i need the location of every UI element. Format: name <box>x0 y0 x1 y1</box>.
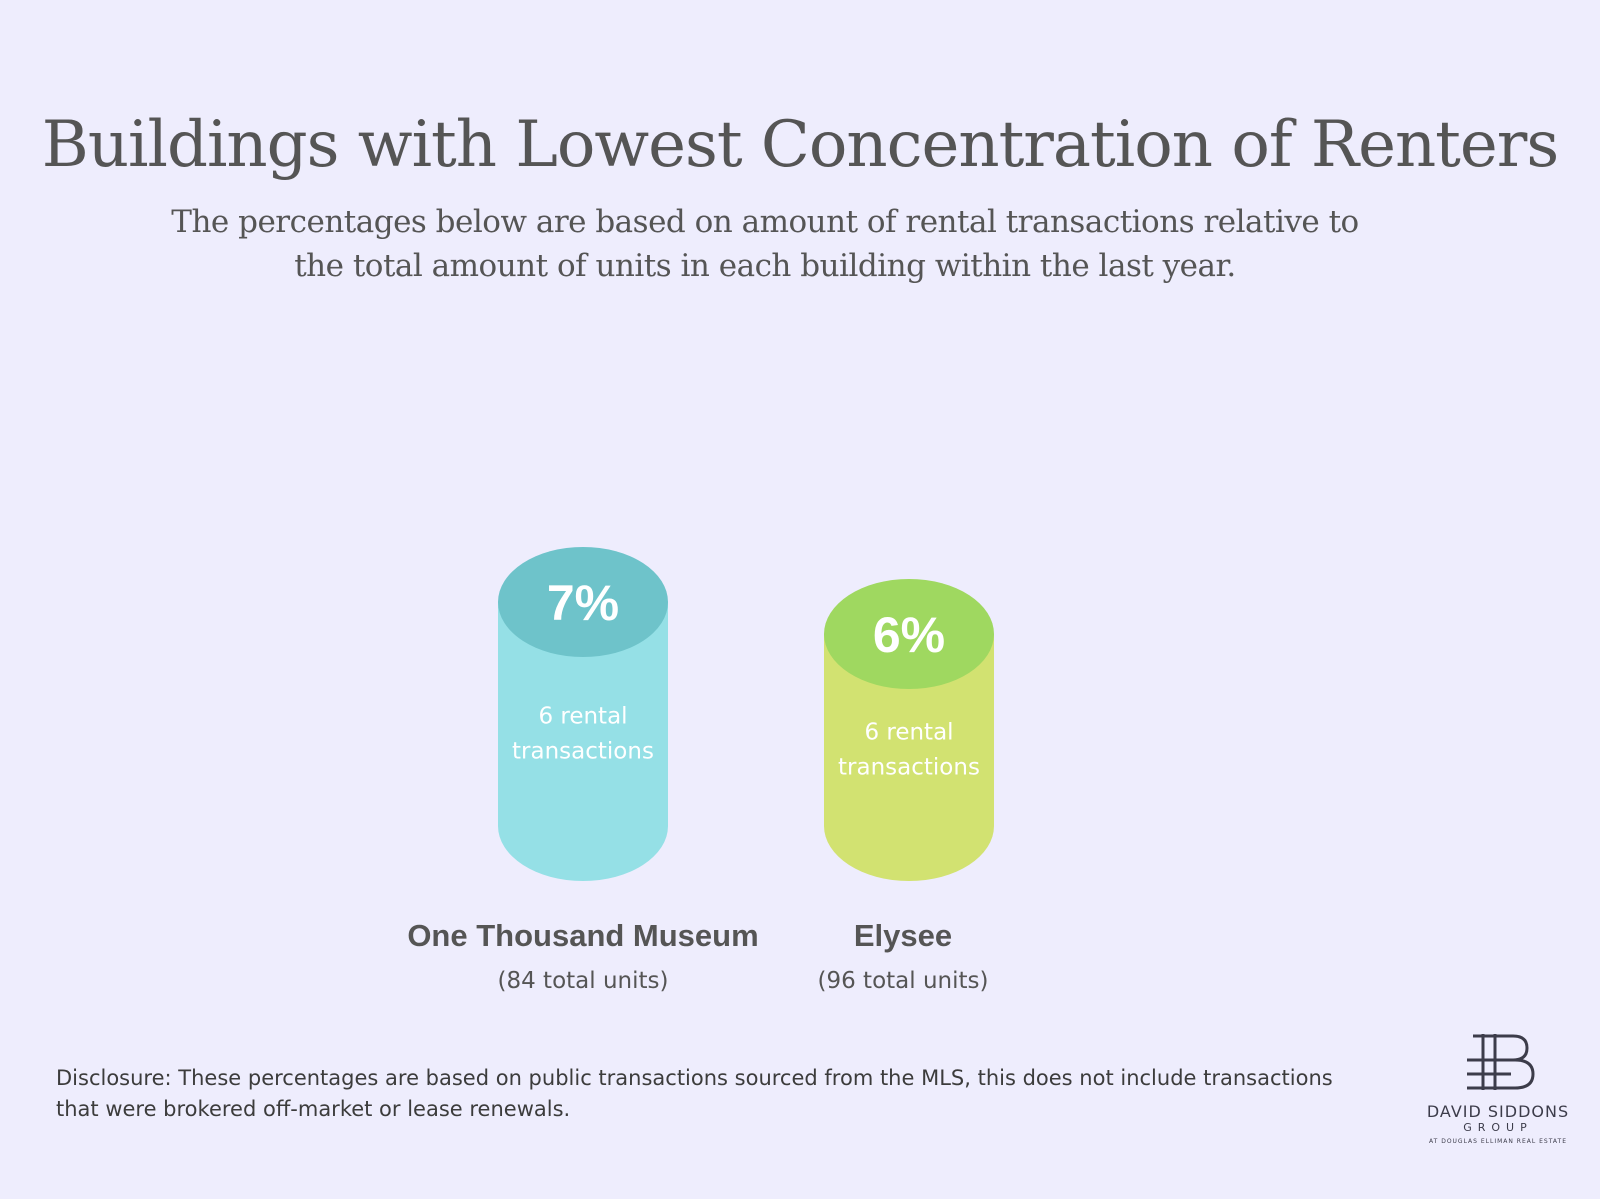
cylinder-body-0 <box>498 602 668 881</box>
logo-group: GROUP <box>1463 1121 1533 1134</box>
logo-subtitle: AT DOUGLAS ELLIMAN REAL ESTATE <box>1428 1138 1568 1145</box>
cylinder-top-1 <box>824 579 994 689</box>
chart-subtitle: The percentages below are based on amoun… <box>171 204 1359 284</box>
company-logo: DAVID SIDDONS GROUP AT DOUGLAS ELLIMAN R… <box>1410 1030 1586 1145</box>
cylinder-top-0 <box>498 547 668 657</box>
inner-label-0-1: transactions <box>512 739 654 765</box>
category-label-1: Elysee <box>853 918 953 953</box>
inner-label-0-0: 6 rental <box>538 704 627 730</box>
value-label-1: 6% <box>873 607 945 663</box>
ds-monogram-icon <box>1467 1034 1535 1090</box>
chart-title: Buildings with Lowest Concentration of R… <box>41 108 1559 182</box>
category-units-1: (96 total units) <box>817 968 989 994</box>
inner-label-1-0: 6 rental <box>864 720 953 746</box>
cylinder-body-1 <box>824 634 994 881</box>
disclosure-text: Disclosure: These percentages are based … <box>56 1066 1333 1121</box>
logo-name: DAVID SIDDONS <box>1426 1102 1570 1121</box>
category-units-0: (84 total units) <box>497 968 669 994</box>
inner-label-1-1: transactions <box>838 755 980 781</box>
category-label-0: One Thousand Museum <box>407 918 759 953</box>
value-label-0: 7% <box>547 575 619 631</box>
